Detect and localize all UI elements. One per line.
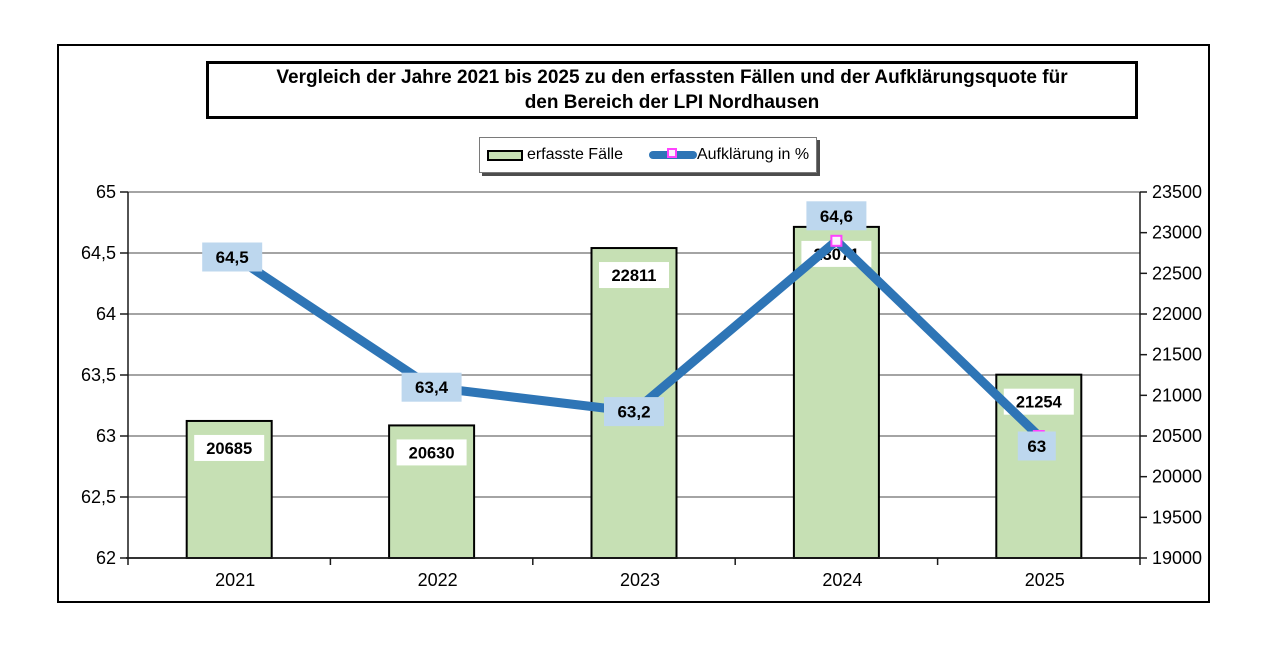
x-axis-label-2025: 2025: [1025, 570, 1065, 590]
chart-title-line2: den Bereich der LPI Nordhausen: [524, 92, 820, 113]
left-axis-label-62: 62: [96, 548, 116, 568]
line-label-box: [1017, 431, 1056, 461]
left-axis-label-63: 63: [96, 426, 116, 446]
chart-frame: Vergleich der Jahre 2021 bis 2025 zu den…: [57, 44, 1210, 603]
line-label-2022: 63,4: [415, 378, 449, 397]
x-axis-label-2022: 2022: [418, 570, 458, 590]
right-axis-label-20000: 20000: [1152, 467, 1202, 487]
right-axis-label-19500: 19500: [1152, 507, 1202, 527]
bar-2024: [792, 225, 880, 559]
line-series-sample-icon: [648, 148, 697, 159]
x-axis-label-2021: 2021: [215, 570, 255, 590]
bar-label-2021: 20685: [206, 440, 252, 458]
right-axis-label-23000: 23000: [1152, 223, 1202, 243]
chart-title-line1: Vergleich der Jahre 2021 bis 2025 zu den…: [276, 67, 1068, 88]
line-label-box: [604, 397, 664, 427]
right-axis-label-22000: 22000: [1152, 304, 1202, 324]
right-axis-label-21000: 21000: [1152, 385, 1202, 405]
left-axis-label-63,5: 63,5: [81, 365, 116, 385]
line-label-2023: 63,2: [617, 403, 650, 422]
legend-line-label: Aufklärung in %: [696, 146, 810, 163]
bar-label-box: [599, 262, 669, 289]
left-axis-label-65: 65: [96, 182, 116, 202]
line-label-box: [202, 242, 263, 272]
legend: erfasste Fälle Aufklärung in %: [479, 137, 817, 173]
x-axis-label-2023: 2023: [620, 570, 660, 590]
line-label-2021: 64,5: [216, 248, 249, 267]
right-axis-label-20500: 20500: [1152, 426, 1202, 446]
bar-label-box: [396, 439, 467, 466]
line-label-2024: 64,6: [820, 207, 853, 226]
right-axis-label-23500: 23500: [1152, 182, 1202, 202]
left-axis-label-64: 64: [96, 304, 116, 324]
line-label-box: [401, 372, 462, 402]
line-marker-2024: [830, 234, 843, 247]
right-axis-label-21500: 21500: [1152, 345, 1202, 365]
left-axis-label-62,5: 62,5: [81, 487, 116, 507]
bar-label-2023: 22811: [612, 267, 657, 285]
chart-title: Vergleich der Jahre 2021 bis 2025 zu den…: [206, 61, 1138, 119]
right-axis-label-22500: 22500: [1152, 263, 1202, 283]
legend-bar-label: erfasste Fälle: [526, 146, 623, 163]
left-axis-label-64,5: 64,5: [81, 243, 116, 263]
right-axis-label-19000: 19000: [1152, 548, 1202, 568]
plot-area: 20685 2063022811230712125464,563,463,264,…: [81, 182, 1202, 590]
bar-label-box: [194, 434, 265, 461]
bar-label-2025: 21254: [1016, 394, 1063, 412]
line-marker-icon: [666, 148, 677, 158]
bar-series-swatch-icon: [486, 149, 523, 161]
x-axis-label-2024: 2024: [822, 570, 862, 590]
line-label-box: [806, 201, 867, 231]
bar-label-2022: 20630: [409, 444, 455, 462]
line-label-2025: 63: [1027, 437, 1046, 456]
